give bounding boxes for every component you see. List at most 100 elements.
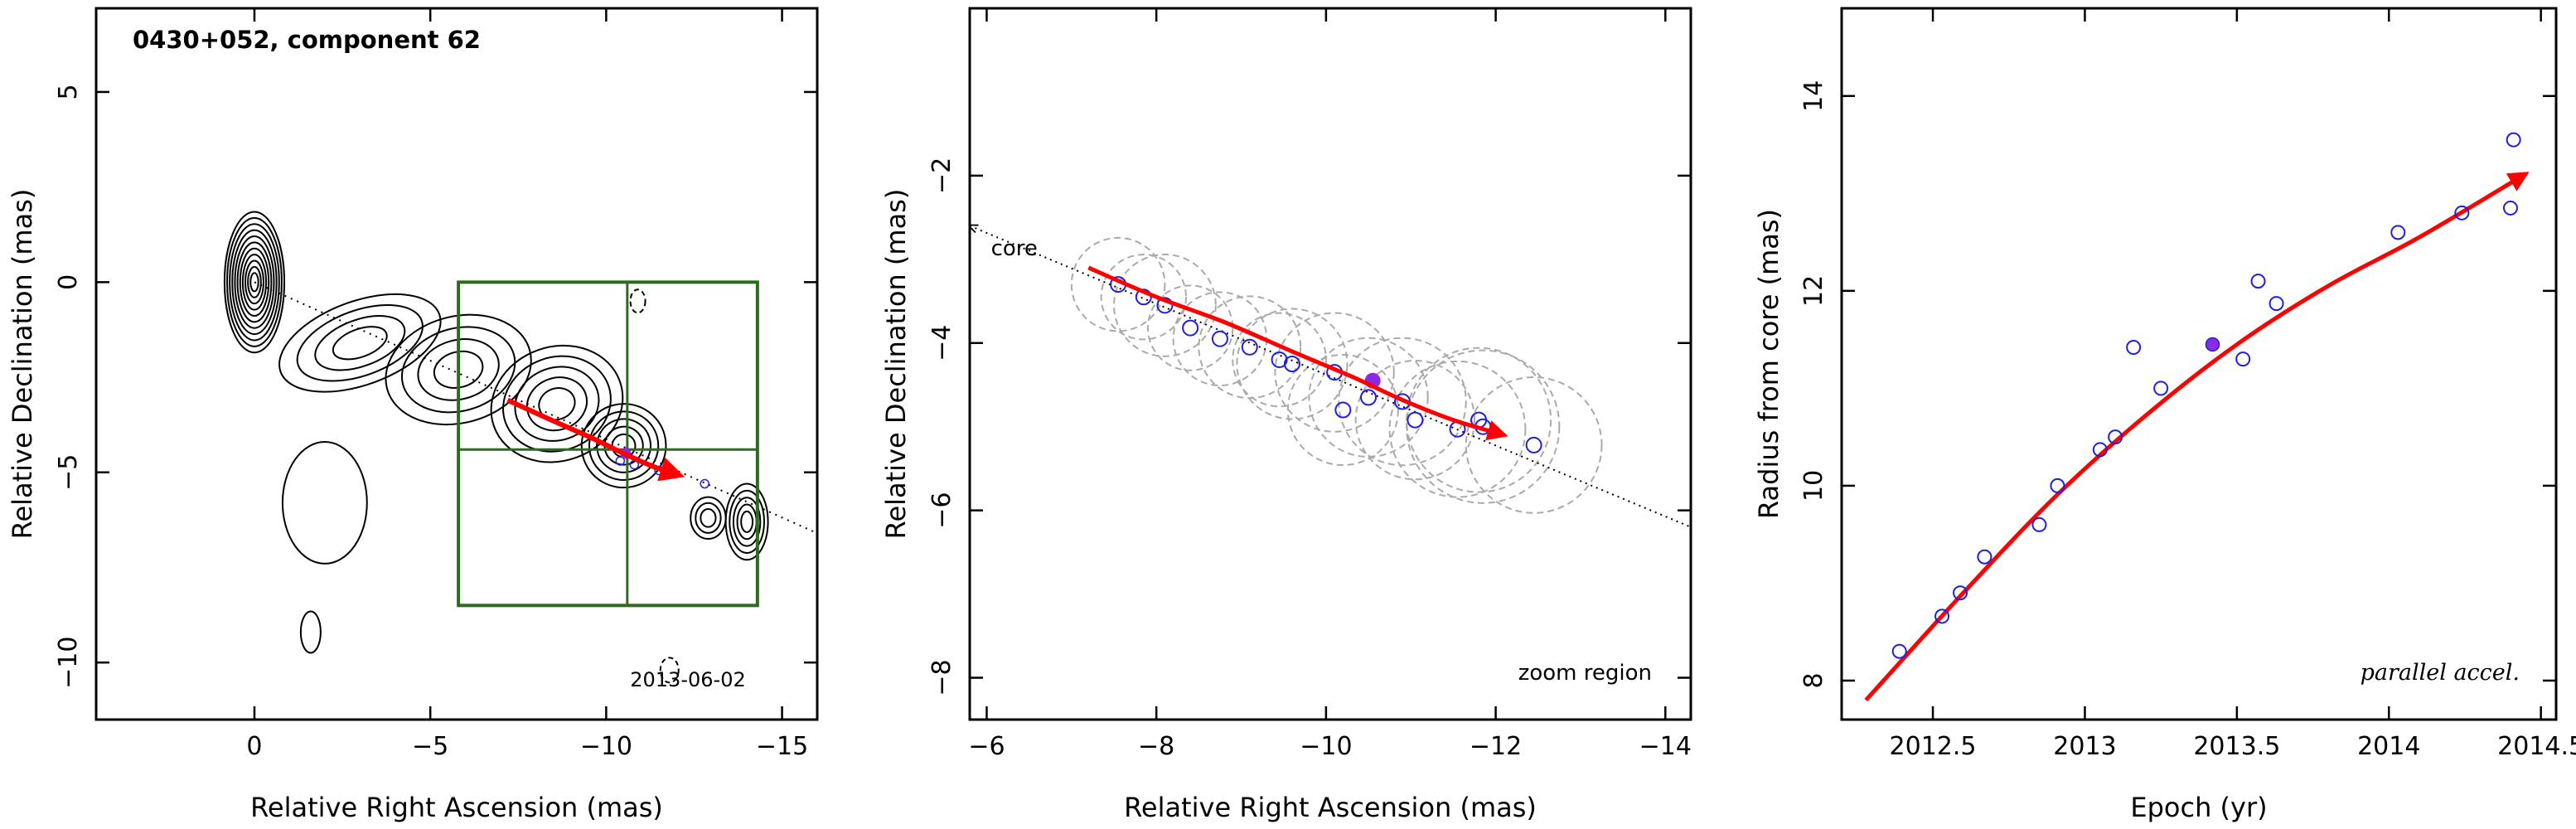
axis-ticks: 0 −5 −10 −15 5 0 −5 −10 (54, 8, 817, 761)
data-point (2108, 429, 2123, 445)
negative-contour (659, 657, 680, 684)
contour-line (538, 387, 576, 421)
y-tick-label: −2 (927, 158, 956, 194)
contour-line (724, 482, 769, 561)
y-tick-label: −4 (927, 325, 956, 361)
data-point (1407, 411, 1424, 429)
x-axis-label: Relative Right Ascension (mas) (1124, 792, 1537, 823)
axis-ticks: 2012.5 2013 2013.5 2014 2014.5 8 10 12 14 (1799, 8, 2576, 761)
contour-line (314, 315, 406, 371)
data-point (1211, 330, 1228, 347)
contour-data (223, 211, 817, 684)
contour-line (695, 502, 722, 534)
x-tick-label: −10 (1300, 732, 1352, 761)
y-tick-label: −8 (927, 659, 956, 696)
contour-line (229, 223, 280, 342)
x-axis-label: Relative Right Ascension (mas) (250, 792, 663, 823)
x-tick-label: 2014 (2357, 732, 2420, 761)
parallel-accel-label: parallel accel. (2361, 660, 2520, 686)
contour-line (296, 303, 424, 382)
axis-ticks: −6 −8 −10 −12 −14 −2 −4 −6 −8 (927, 8, 1692, 761)
contour-line (299, 610, 322, 654)
contour-line (385, 313, 532, 426)
data-point (2235, 351, 2251, 367)
y-tick-label: 14 (1799, 80, 1828, 112)
component-size-circle (1100, 254, 1187, 341)
component-size-circle (1406, 347, 1552, 493)
contour-line (236, 241, 273, 323)
y-axis-label: Relative Declination (mas) (7, 189, 38, 540)
data-point (2390, 225, 2406, 240)
data-point (1156, 297, 1174, 314)
contour-line (332, 326, 388, 361)
data-point (1283, 356, 1300, 372)
data-point (1241, 338, 1258, 356)
x-tick-label: −8 (1138, 732, 1174, 761)
contour-line (281, 441, 368, 565)
data-point (2502, 200, 2518, 216)
y-tick-label: −5 (54, 454, 83, 491)
x-tick-label: 0 (246, 732, 262, 761)
data-point (1525, 436, 1542, 453)
contour-line (241, 254, 268, 311)
trajectory-arrow (506, 397, 685, 482)
panel-title: 0430+052, component 62 (133, 26, 481, 54)
x-tick-label: 2013.5 (2193, 732, 2280, 761)
panel-zoom-region: core −6 −8 −10 −12 −14 −2 −4 −6 −8 zoom region R… (880, 7, 1692, 823)
component-size-circle (1146, 284, 1234, 371)
y-tick-label: −10 (54, 637, 83, 689)
contour-line (226, 216, 283, 347)
plot-frame (1840, 7, 2558, 721)
zoom-box (457, 280, 759, 608)
contour-line (417, 338, 500, 401)
x-tick-label: −10 (580, 732, 632, 761)
contour-line (729, 489, 765, 554)
x-tick-label: 2013 (2053, 732, 2116, 761)
y-tick-label: 10 (1799, 470, 1828, 502)
y-axis-label: Relative Declination (mas) (880, 189, 912, 540)
component-size-circle (1308, 337, 1429, 458)
zoom-data: core (970, 225, 1691, 528)
contour-line (400, 326, 516, 414)
component-size-circle (1388, 360, 1527, 498)
y-tick-label: 0 (54, 274, 83, 290)
jet-axis-line (254, 281, 817, 535)
data-point (615, 456, 626, 466)
negative-contour (629, 288, 646, 314)
plot-frame (968, 7, 1692, 721)
data-point (2126, 340, 2142, 356)
component-size-circle (1236, 308, 1349, 420)
contour-line (247, 265, 262, 298)
contour-line (231, 229, 278, 336)
panel-radius-vs-epoch: 2012.5 2013 2013.5 2014 2014.5 8 10 12 14 parall… (1753, 7, 2576, 823)
zoom-region-label: zoom region (1518, 661, 1652, 686)
data-point (2250, 274, 2266, 289)
data-point (1953, 585, 1968, 601)
data-point (2031, 516, 2047, 532)
contour-line (736, 503, 758, 541)
contour-line (732, 497, 762, 547)
x-tick-label: 2012.5 (1890, 732, 1977, 761)
x-tick-label: −12 (1470, 732, 1522, 761)
contour-line (588, 410, 660, 481)
contour-line (740, 510, 754, 533)
contour-line (223, 211, 286, 354)
data-point (1977, 549, 1993, 565)
component-size-circle (1354, 359, 1475, 481)
contour-line (490, 344, 624, 463)
component-size-circle (1406, 349, 1561, 504)
y-tick-label: 12 (1799, 275, 1828, 307)
x-axis-label: Epoch (yr) (2130, 792, 2267, 823)
plot-frame (94, 7, 819, 721)
data-point (1934, 608, 1950, 624)
component-size-circle (1338, 337, 1467, 467)
data-point (2506, 132, 2521, 148)
data-point (2269, 296, 2284, 312)
component-size-circle (1113, 253, 1217, 357)
component-size-circle (1465, 376, 1603, 514)
x-tick-label: −14 (1639, 732, 1692, 761)
contour-line (244, 259, 264, 305)
x-tick-label: −15 (756, 732, 808, 761)
